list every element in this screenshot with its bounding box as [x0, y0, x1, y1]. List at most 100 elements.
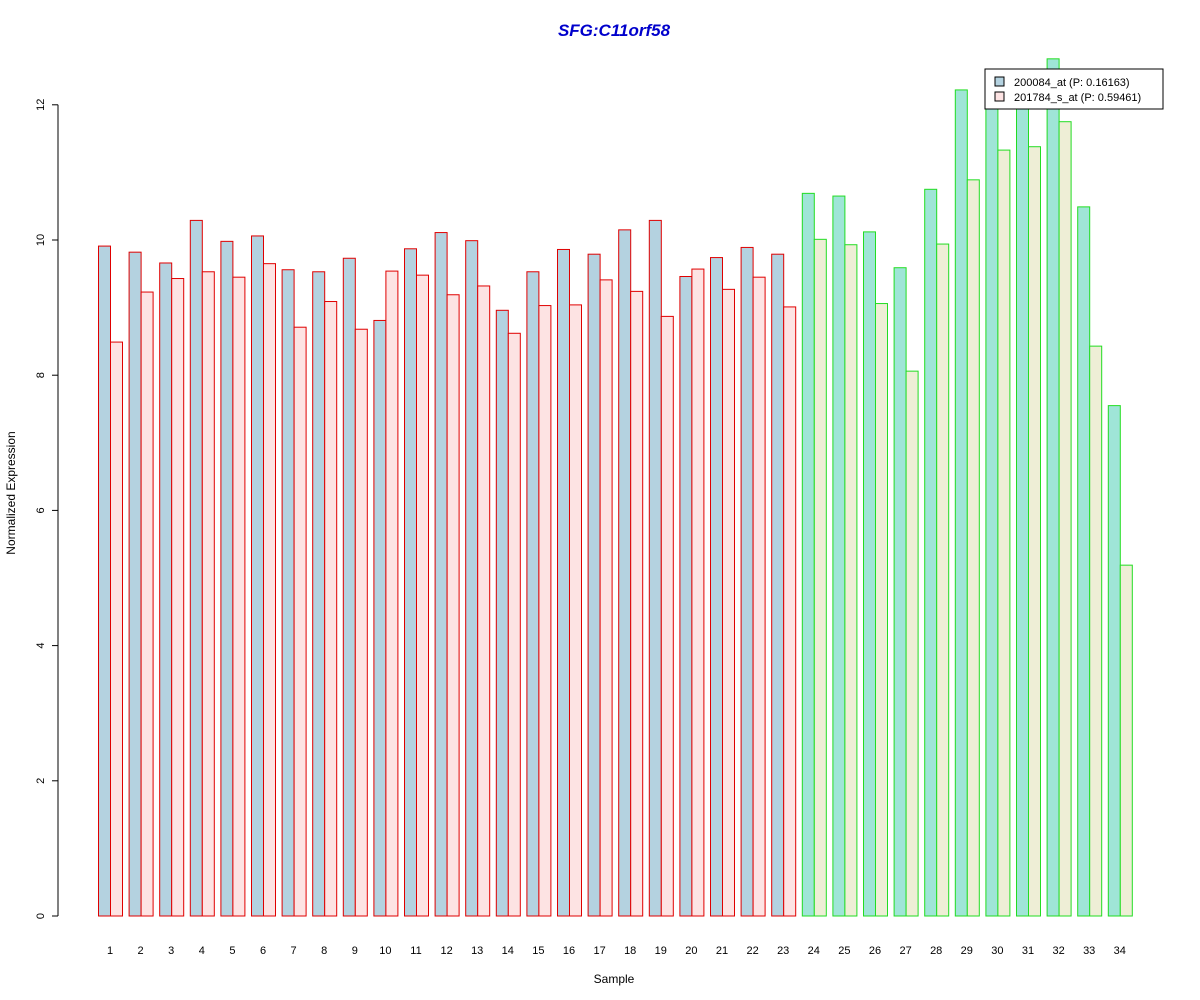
bar-sample-6-series-1 [251, 235, 264, 917]
y-tick-label: 6 [35, 507, 47, 513]
bar-sample-16-series-2 [569, 304, 582, 917]
bar-sample-9-series-2 [354, 328, 368, 917]
bar-sample-18-series-2 [630, 290, 644, 917]
x-tick-label-24: 24 [808, 945, 820, 957]
bar-sample-27-series-1 [893, 267, 907, 917]
bar-sample-11-series-2 [416, 274, 429, 917]
x-tick-label-5: 5 [229, 945, 235, 957]
bar-sample-33-series-1 [1077, 206, 1091, 917]
bar-sample-24-series-1 [801, 192, 815, 917]
bar-sample-21-series-2 [722, 288, 735, 917]
x-tick-labels: 1 2 3 4 5 6 7 8 9 10 11 12 13 14 15 16 17 18 19 20 21 22 23 24 2… [107, 945, 1126, 957]
bar-sample-20-series-1 [679, 276, 693, 917]
x-tick-label-30: 30 [991, 945, 1003, 957]
bar-sample-16-series-1 [557, 248, 570, 917]
x-axis-label: Sample [594, 972, 635, 986]
x-tick-label-10: 10 [379, 945, 391, 957]
bar-sample-13-series-2 [477, 285, 491, 917]
bar-sample-12-series-2 [446, 294, 460, 917]
bar-sample-23-series-1 [771, 253, 785, 917]
bar-sample-34-series-2 [1119, 564, 1133, 917]
bar-sample-7-series-1 [281, 269, 295, 917]
x-tick-label-13: 13 [471, 945, 483, 957]
x-tick-label-29: 29 [961, 945, 973, 957]
x-tick-label-20: 20 [685, 945, 697, 957]
bar-sample-25-series-2 [844, 244, 858, 917]
bar-sample-13-series-1 [465, 240, 479, 917]
bars-group [98, 58, 1133, 917]
y-tick-label: 4 [35, 643, 47, 649]
bar-sample-8-series-2 [324, 301, 338, 917]
x-tick-label-8: 8 [321, 945, 327, 957]
bar-sample-29-series-1 [954, 89, 968, 917]
bar-sample-2-series-1 [128, 251, 142, 917]
legend-swatch-series-1 [994, 76, 1005, 87]
bar-sample-28-series-1 [924, 188, 938, 917]
bar-sample-26-series-2 [875, 303, 888, 917]
x-tick-label-9: 9 [352, 945, 358, 957]
x-tick-label-2: 2 [138, 945, 144, 957]
bar-sample-3-series-1 [159, 262, 173, 917]
x-tick-label-4: 4 [199, 945, 205, 957]
bar-sample-10-series-1 [373, 319, 387, 917]
y-axis: 0 2 4 6 8 10 12 [35, 99, 59, 919]
bar-sample-19-series-2 [660, 315, 674, 917]
bar-sample-15-series-2 [538, 305, 552, 917]
y-tick-label: 8 [35, 372, 47, 378]
bar-sample-6-series-2 [263, 263, 276, 917]
x-tick-label-15: 15 [532, 945, 544, 957]
bar-sample-10-series-2 [385, 270, 399, 917]
bar-sample-18-series-1 [618, 229, 632, 917]
bar-sample-17-series-1 [587, 253, 601, 917]
bar-sample-3-series-2 [171, 278, 185, 917]
bar-sample-32-series-1 [1046, 58, 1060, 917]
bar-sample-1-series-2 [110, 341, 123, 917]
bar-sample-30-series-2 [997, 149, 1011, 917]
legend-label-series-1: 200084_at (P: 0.16163) [1014, 77, 1130, 89]
legend-label-series-2: 201784_s_at (P: 0.59461) [1014, 92, 1141, 104]
x-tick-label-23: 23 [777, 945, 789, 957]
bar-sample-23-series-2 [783, 306, 797, 917]
legend: 200084_at (P: 0.16163) 201784_s_at (P: 0… [984, 68, 1164, 110]
bar-sample-5-series-1 [220, 240, 234, 917]
x-tick-label-1: 1 [107, 945, 113, 957]
bar-sample-27-series-2 [905, 370, 919, 917]
x-tick-label-16: 16 [563, 945, 575, 957]
bar-sample-5-series-2 [232, 276, 246, 917]
bar-sample-12-series-1 [434, 232, 448, 917]
x-tick-label-32: 32 [1052, 945, 1064, 957]
bar-sample-17-series-2 [599, 279, 613, 917]
y-tick-label: 0 [35, 913, 47, 919]
bar-sample-34-series-1 [1107, 405, 1121, 917]
bar-sample-8-series-1 [312, 271, 326, 917]
x-tick-label-6: 6 [260, 945, 266, 957]
legend-swatch-series-2 [994, 91, 1005, 102]
x-tick-label-21: 21 [716, 945, 728, 957]
x-tick-label-25: 25 [838, 945, 850, 957]
x-tick-label-3: 3 [168, 945, 174, 957]
bar-sample-14-series-1 [495, 309, 509, 917]
x-tick-label-11: 11 [410, 945, 421, 957]
y-tick-label: 10 [35, 234, 47, 246]
x-tick-label-7: 7 [291, 945, 297, 957]
x-tick-label-33: 33 [1083, 945, 1095, 957]
bar-sample-4-series-1 [189, 219, 203, 917]
x-tick-label-18: 18 [624, 945, 636, 957]
x-tick-label-27: 27 [899, 945, 911, 957]
bar-sample-31-series-1 [1016, 94, 1029, 917]
x-tick-label-22: 22 [746, 945, 758, 957]
bar-sample-2-series-2 [140, 291, 154, 917]
bar-sample-20-series-2 [691, 268, 705, 917]
y-tick-label: 2 [35, 778, 47, 784]
y-axis-label: Normalized Expression [4, 431, 18, 554]
bar-sample-25-series-1 [832, 195, 846, 917]
bar-sample-31-series-2 [1028, 146, 1041, 917]
x-tick-label-34: 34 [1114, 945, 1126, 957]
bar-sample-24-series-2 [813, 238, 827, 917]
bar-sample-32-series-2 [1058, 121, 1072, 917]
bar-sample-9-series-1 [342, 257, 356, 917]
bar-sample-29-series-2 [966, 179, 980, 917]
bar-sample-22-series-2 [752, 276, 766, 917]
x-tick-label-26: 26 [869, 945, 881, 957]
